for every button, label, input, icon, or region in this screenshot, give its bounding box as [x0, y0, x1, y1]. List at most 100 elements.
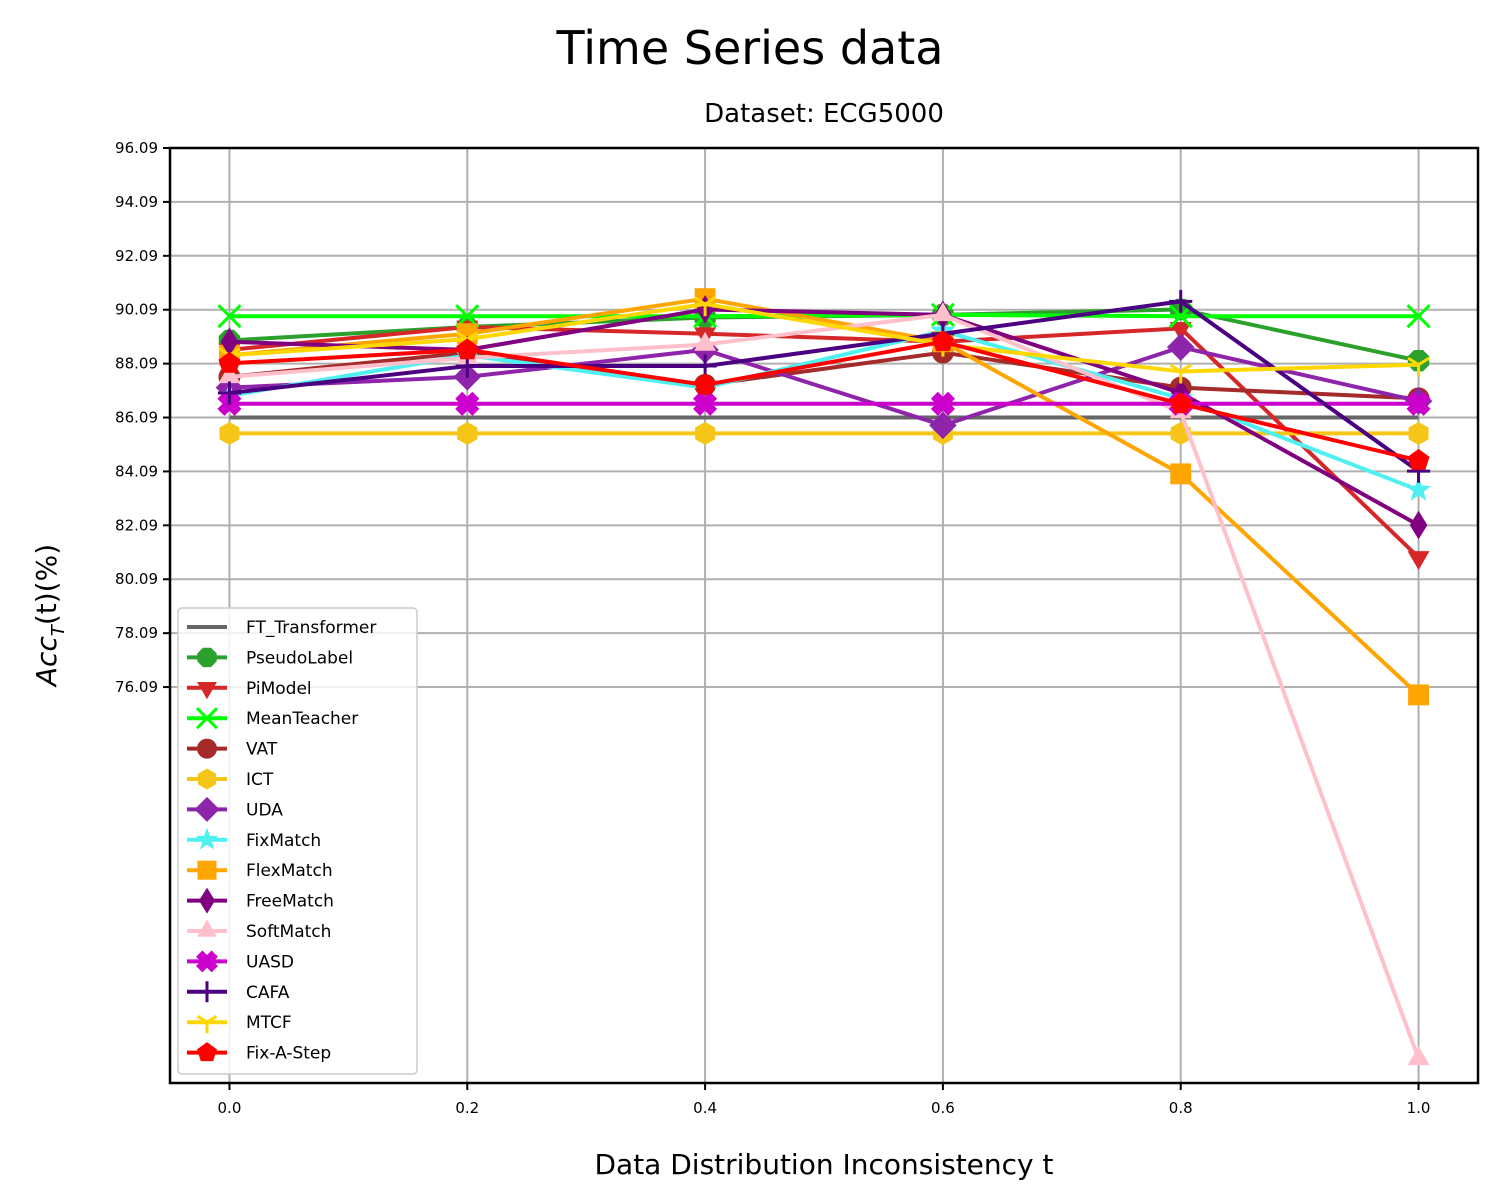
data-point-marker: [220, 327, 239, 357]
legend-entry: PseudoLabel: [187, 647, 353, 668]
data-point-marker: [1407, 448, 1430, 470]
series-fix-a-step: [218, 330, 1430, 470]
series-line: [229, 299, 1420, 473]
legend-label: FlexMatch: [246, 861, 333, 881]
data-point-marker: [693, 296, 717, 317]
y-axis-label-main: Acc: [30, 636, 63, 689]
legend-entry: SoftMatch: [187, 919, 331, 942]
legend-label: FixMatch: [246, 831, 321, 851]
y-tick-label: 82.09: [115, 516, 158, 534]
legend-entry: FixMatch: [187, 827, 321, 851]
data-point-marker: [217, 381, 242, 405]
data-point-marker: [197, 919, 217, 937]
legend-label: PiModel: [246, 679, 312, 699]
series-uasd: [217, 391, 1431, 416]
data-point-marker: [1170, 463, 1192, 485]
legend-entry: PiModel: [187, 679, 312, 700]
legend-label: MTCF: [246, 1013, 292, 1033]
y-axis-label-sub: T: [48, 623, 69, 636]
data-point-marker: [1405, 476, 1432, 501]
data-point-marker: [195, 827, 219, 850]
y-tick-label: 92.09: [115, 247, 158, 265]
data-point-marker: [929, 411, 957, 440]
legend-label: PseudoLabel: [246, 648, 353, 668]
data-point-marker: [930, 391, 955, 416]
series-line: [229, 345, 1419, 428]
legend-label: SoftMatch: [246, 922, 331, 942]
legend: FT_Transformer PseudoLabel PiModel MeanTeac…: [177, 607, 418, 1075]
data-point-marker: [219, 421, 240, 445]
chart-suptitle: Time Series data: [556, 21, 944, 75]
legend-entry: FreeMatch: [187, 887, 334, 914]
data-point-marker: [1407, 356, 1430, 377]
legend-label: VAT: [246, 740, 278, 760]
data-point-marker: [693, 391, 718, 416]
x-tick-label: 0.8: [1169, 1099, 1193, 1117]
series-line: [229, 312, 1421, 1060]
data-point-marker: [218, 351, 241, 373]
data-point-marker: [197, 768, 217, 790]
y-tick-label: 96.09: [115, 139, 158, 157]
legend-entry: MTCF: [187, 1013, 292, 1034]
data-point-marker: [197, 647, 217, 668]
data-point-marker: [1406, 391, 1431, 416]
legend-entry: Fix-A-Step: [187, 1042, 331, 1064]
data-point-marker: [195, 707, 219, 730]
legend-entry: MeanTeacher: [187, 707, 358, 730]
legend-label: ICT: [246, 770, 274, 790]
data-point-marker: [197, 682, 217, 700]
data-point-marker: [196, 981, 218, 1003]
series-line: [229, 312, 1419, 319]
data-point-marker: [1406, 304, 1431, 329]
series-line: [229, 324, 1420, 559]
legend-label: Fix-A-Step: [246, 1044, 331, 1064]
legend-entry: FT_Transformer: [187, 618, 376, 638]
data-point-marker: [196, 1014, 218, 1034]
y-tick-label: 88.09: [115, 355, 158, 373]
y-axis-label: AccT(t)(%): [30, 544, 69, 688]
y-tick-label: 84.09: [115, 462, 158, 480]
data-point-marker: [1408, 421, 1429, 445]
data-point-marker: [1169, 363, 1192, 384]
data-point-marker: [1408, 684, 1429, 706]
legend-label: FT_Transformer: [246, 618, 376, 638]
y-tick-label: 86.09: [115, 409, 158, 427]
legend-label: CAFA: [246, 983, 290, 1003]
legend-label: MeanTeacher: [246, 709, 358, 729]
legend-entry: CAFA: [187, 981, 290, 1003]
legend-entry: VAT: [187, 738, 278, 760]
data-point-marker: [1169, 289, 1193, 313]
data-point-marker: [197, 1042, 217, 1062]
data-point-marker: [1407, 1046, 1430, 1066]
series-line: [229, 296, 1420, 697]
chart-title: Dataset: ECG5000: [704, 99, 944, 129]
y-tick-label: 76.09: [115, 678, 158, 696]
legend-entry: UDA: [187, 796, 283, 822]
data-point-marker: [1169, 392, 1192, 414]
data-point-marker: [457, 421, 478, 445]
x-tick-label: 0.0: [218, 1099, 242, 1117]
plot-series: [215, 288, 1433, 1066]
y-tick-label: 90.09: [115, 301, 158, 319]
data-point-marker: [218, 364, 241, 384]
data-point-marker: [695, 421, 716, 445]
data-point-marker: [931, 330, 954, 352]
data-point-marker: [196, 950, 218, 973]
legend-label: UASD: [246, 952, 294, 972]
data-point-marker: [1169, 321, 1192, 341]
data-point-marker: [694, 373, 717, 395]
data-point-marker: [1407, 551, 1430, 571]
data-point-marker: [694, 331, 717, 351]
legend-label: UDA: [246, 800, 283, 820]
data-point-marker: [455, 391, 480, 416]
data-point-marker: [456, 338, 479, 360]
data-point-marker: [197, 860, 217, 880]
legend-entry: FlexMatch: [187, 860, 333, 881]
data-point-marker: [197, 738, 217, 759]
data-point-marker: [217, 304, 242, 329]
data-point-marker: [1166, 333, 1195, 361]
axes: 0.0 0.2 0.4 0.6 0.8 1.0 76.09 78.09 80.09 82.09 84…: [115, 139, 1430, 1117]
data-point-marker: [194, 796, 220, 822]
data-point-marker: [1409, 510, 1428, 540]
y-tick-label: 78.09: [115, 624, 158, 642]
